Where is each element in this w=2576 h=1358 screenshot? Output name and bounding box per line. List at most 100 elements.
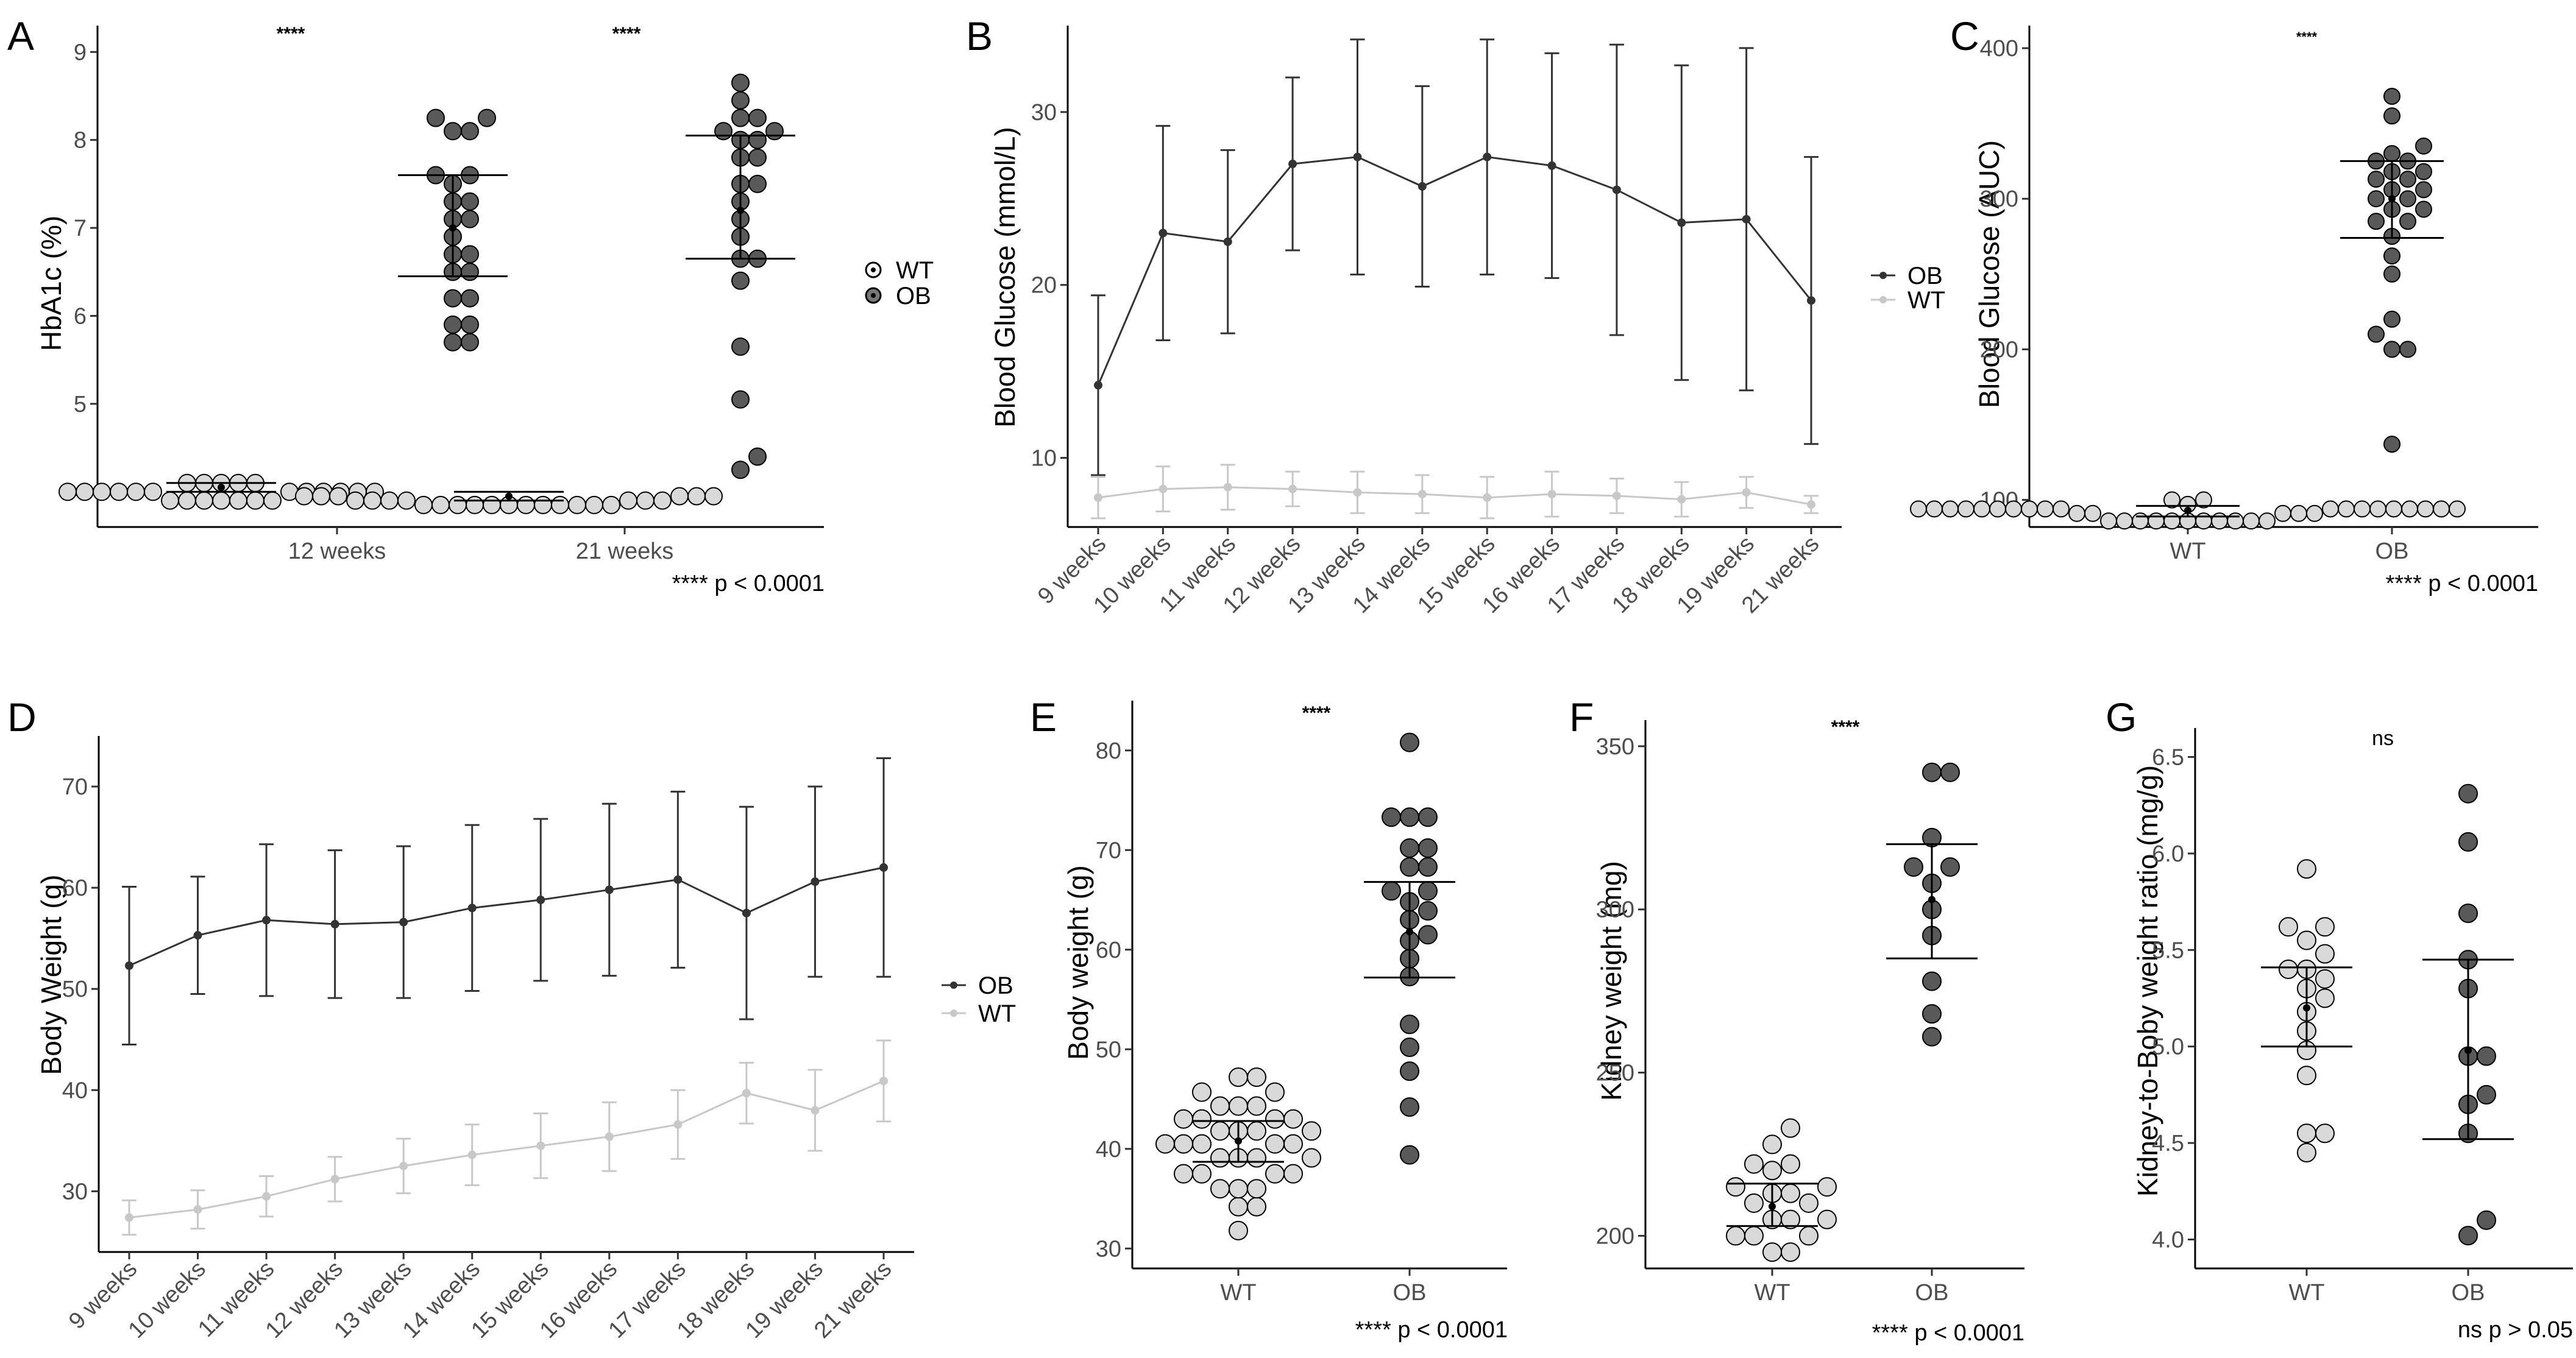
panel-a-ytick-label: 7	[74, 216, 87, 241]
panel-e-data-point	[1265, 1109, 1285, 1129]
panel-a-data-point	[568, 495, 586, 514]
panel-g-data-point	[2458, 832, 2478, 852]
panel-g-data-point	[2315, 917, 2335, 937]
panel-g-data-point	[2297, 1123, 2316, 1144]
panel-a-ytick-label: 8	[74, 128, 87, 154]
panel-a-data-point	[731, 108, 750, 127]
panel-c-data-point	[2132, 512, 2149, 530]
panel-f-sig: ****	[1831, 717, 1860, 737]
panel-c-data-point	[2053, 500, 2070, 518]
panel-g-note: ns p > 0.05	[2458, 1317, 2573, 1343]
panel-c-xtick-label: OB	[2376, 539, 2409, 564]
panel-e-ytick-label: 60	[1096, 938, 1121, 963]
legend-b-wt-label: WT	[1907, 287, 1945, 314]
panel-a-data-point	[619, 491, 637, 510]
panel-d-series-wt-point	[399, 1161, 408, 1170]
panel-e-data-point	[1400, 857, 1419, 877]
panel-g-data-point	[2315, 988, 2335, 1008]
panel-e-data-point	[1247, 1197, 1266, 1217]
panel-e-data-point	[1229, 1220, 1248, 1240]
panel-c-data-point	[2433, 500, 2450, 518]
panel-a-mean-point	[505, 492, 513, 500]
panel-e-data-point	[1174, 1134, 1193, 1154]
panel-b-series-ob-point	[1094, 381, 1102, 390]
panel-f-ytick-label: 350	[1596, 734, 1634, 760]
panel-e-data-point	[1400, 1145, 1419, 1165]
panel-b-series-wt-point	[1418, 490, 1427, 499]
panel-g-xtick-label: WT	[2288, 1280, 2324, 1306]
panel-b-series-wt-point	[1483, 493, 1492, 502]
panel-e-data-point	[1418, 901, 1438, 921]
panel-c-data-point	[2383, 436, 2400, 453]
panel-c-data-point	[2163, 512, 2180, 530]
panel-e-data-point	[1418, 881, 1438, 901]
panel-c-data-point	[2399, 213, 2416, 230]
panel-c-data-point	[2383, 265, 2400, 283]
panel-b-series-wt-point	[1677, 495, 1686, 504]
panel-g-data-point	[2297, 859, 2316, 879]
panel-f-data-point	[1781, 1209, 1800, 1229]
panel-g-ylabel: Kidney-to-Boby weight ratio (mg/g)	[2132, 765, 2163, 1197]
panel-a-xtick-label: 21 weeks	[576, 539, 674, 564]
panel-f-data-point	[1762, 1134, 1782, 1155]
panel-b-series-wt-point	[1742, 488, 1751, 497]
panel-e-data-point	[1265, 1134, 1285, 1154]
panel-e-xtick-label: OB	[1393, 1280, 1427, 1306]
panel-a-data-point	[195, 491, 213, 510]
panel-e-data-point	[1247, 1148, 1266, 1168]
panel-c-data-point	[1942, 500, 1959, 518]
panel-a-data-point	[127, 483, 145, 501]
panel-g-data-point	[2279, 959, 2298, 979]
panel-e-data-point	[1229, 1179, 1248, 1199]
panel-c-data-point	[2354, 500, 2371, 518]
panel-a-data-point	[93, 483, 111, 501]
panel-g-ytick-label: 6.5	[2152, 745, 2184, 771]
panel-c-data-point	[2322, 500, 2339, 518]
panel-c-data-point	[1910, 500, 1927, 518]
panel-d-ytick-label: 70	[62, 774, 88, 800]
panel-e-data-point	[1400, 1014, 1419, 1034]
panel-b-series-ob-point	[1807, 296, 1815, 305]
panel-f-ylabel: Kidney weight (mg)	[1595, 861, 1627, 1101]
panel-d-series-ob-point	[673, 875, 683, 884]
panel-e-data-point	[1210, 1096, 1230, 1116]
panel-g-ytick-label: 6.0	[2152, 841, 2184, 867]
panel-b-series-ob-point	[1677, 218, 1686, 227]
panel-d-series-wt-point	[467, 1150, 477, 1159]
panel-b-series-wt-point	[1094, 493, 1102, 502]
panel-a-data-point	[731, 338, 750, 356]
panel-g-mean-point	[2303, 1004, 2310, 1012]
panel-b-series-ob-point	[1158, 228, 1168, 238]
panel-e-data-point	[1302, 1121, 1321, 1141]
panel-c-data-point	[2195, 512, 2212, 530]
panel-c-data-point	[2415, 137, 2432, 155]
panel-d-series-wt-line	[129, 1080, 884, 1219]
panel-e-data-point	[1155, 1134, 1175, 1154]
panel-e-ytick-label: 30	[1096, 1236, 1121, 1262]
panel-c-mean-point	[2184, 506, 2191, 514]
panel-e-data-point	[1192, 1082, 1212, 1102]
panel-a-data-point	[380, 491, 399, 510]
panel-b-series-wt-point	[1288, 484, 1297, 493]
panel-b-series-ob-point	[1612, 185, 1621, 194]
panel-a-data-point	[636, 491, 655, 510]
panel-c-data-point	[2399, 341, 2416, 358]
panel-f-ytick-label: 200	[1596, 1223, 1634, 1249]
panel-a-data-point	[444, 289, 462, 308]
panel-g-data-point	[2279, 917, 2298, 937]
panel-a-data-point	[653, 491, 672, 510]
panel-c-data-point	[2037, 500, 2054, 518]
panel-g-data-point	[2315, 969, 2335, 989]
panel-d-series-ob-point	[193, 931, 202, 940]
panel-a-data-point	[461, 315, 479, 334]
panel-a-data-point	[461, 122, 479, 141]
panel-a-data-point	[363, 491, 381, 510]
panel-d-series-ob-point	[605, 885, 614, 894]
panel-f-data-point	[1781, 1183, 1800, 1203]
panel-g-ytick-label: 5.5	[2152, 938, 2184, 963]
panel-g-mean-point	[2464, 1047, 2472, 1055]
panel-a-data-point	[312, 487, 330, 506]
panel-a-mean-point	[218, 484, 225, 492]
panel-c-data-point	[2368, 190, 2385, 208]
panel-a-data-point	[461, 210, 479, 228]
